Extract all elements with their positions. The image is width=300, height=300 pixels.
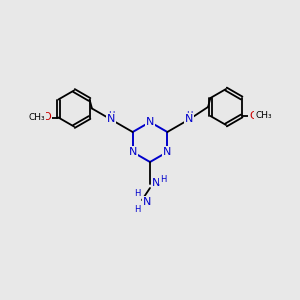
Text: CH₃: CH₃ xyxy=(255,112,272,121)
Text: N: N xyxy=(152,178,160,188)
Text: N: N xyxy=(185,115,193,124)
Text: O: O xyxy=(249,111,258,121)
Text: N: N xyxy=(107,115,115,124)
Text: H: H xyxy=(134,190,140,199)
Text: N: N xyxy=(143,197,151,207)
Text: N: N xyxy=(163,147,172,157)
Text: N: N xyxy=(146,117,154,127)
Text: N: N xyxy=(128,147,137,157)
Text: O: O xyxy=(42,112,51,122)
Text: H: H xyxy=(108,111,114,120)
Text: CH₃: CH₃ xyxy=(28,113,45,122)
Text: H: H xyxy=(186,111,192,120)
Text: H: H xyxy=(160,175,166,184)
Text: H: H xyxy=(134,206,140,214)
